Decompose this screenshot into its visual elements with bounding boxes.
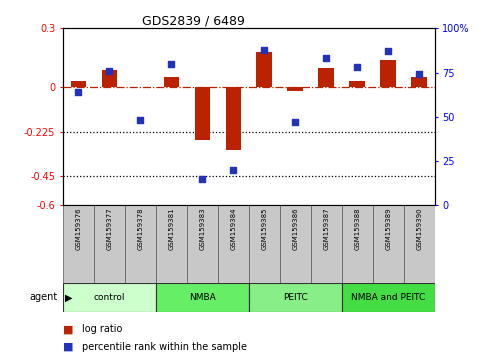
Text: GSM159378: GSM159378 [137, 208, 143, 250]
Bar [71, 81, 86, 87]
Bar [195, 87, 210, 141]
Text: GSM159387: GSM159387 [323, 208, 329, 250]
Point [199, 176, 206, 182]
Text: ■: ■ [63, 342, 73, 352]
Text: NMBA and PEITC: NMBA and PEITC [351, 293, 426, 302]
Point [105, 68, 113, 74]
Text: PEITC: PEITC [283, 293, 308, 302]
Point [136, 118, 144, 123]
Point [384, 48, 392, 54]
Text: GSM159384: GSM159384 [230, 208, 236, 250]
Text: GSM159377: GSM159377 [106, 208, 112, 250]
Bar [218, 205, 249, 283]
Text: GSM159388: GSM159388 [354, 208, 360, 250]
Point [322, 56, 330, 61]
Bar [280, 205, 311, 283]
Point [354, 64, 361, 70]
Text: GSM159390: GSM159390 [416, 208, 422, 250]
Title: GDS2839 / 6489: GDS2839 / 6489 [142, 14, 244, 27]
Bar [256, 52, 272, 87]
Text: agent: agent [30, 292, 58, 302]
Bar [156, 205, 187, 283]
Bar [412, 78, 427, 87]
Bar [249, 283, 342, 312]
Text: GSM159389: GSM159389 [385, 208, 391, 250]
Bar [373, 205, 404, 283]
Bar [404, 205, 435, 283]
Point [260, 47, 268, 52]
Bar [249, 205, 280, 283]
Bar [156, 283, 249, 312]
Point [291, 119, 299, 125]
Bar [311, 205, 342, 283]
Text: GSM159385: GSM159385 [261, 208, 267, 250]
Text: percentile rank within the sample: percentile rank within the sample [82, 342, 247, 352]
Text: GSM159376: GSM159376 [75, 208, 81, 250]
Bar [125, 205, 156, 283]
Point [415, 72, 423, 77]
Bar [350, 81, 365, 87]
Point [74, 89, 82, 95]
Bar [342, 205, 373, 283]
Text: GSM159383: GSM159383 [199, 208, 205, 250]
Bar [287, 87, 303, 91]
Bar [164, 78, 179, 87]
Bar [226, 87, 241, 150]
Text: ■: ■ [63, 324, 73, 334]
Text: control: control [94, 293, 125, 302]
Text: NMBA: NMBA [189, 293, 215, 302]
Bar [187, 205, 218, 283]
Bar [63, 205, 94, 283]
Bar [94, 205, 125, 283]
Point [168, 61, 175, 67]
Bar [63, 283, 156, 312]
Text: GSM159386: GSM159386 [292, 208, 298, 250]
Text: log ratio: log ratio [82, 324, 123, 334]
Point [229, 167, 237, 173]
Text: ▶: ▶ [65, 292, 73, 302]
Bar [101, 70, 117, 87]
Text: GSM159381: GSM159381 [168, 208, 174, 250]
Bar [318, 68, 334, 87]
Bar [342, 283, 435, 312]
Bar [381, 60, 396, 87]
